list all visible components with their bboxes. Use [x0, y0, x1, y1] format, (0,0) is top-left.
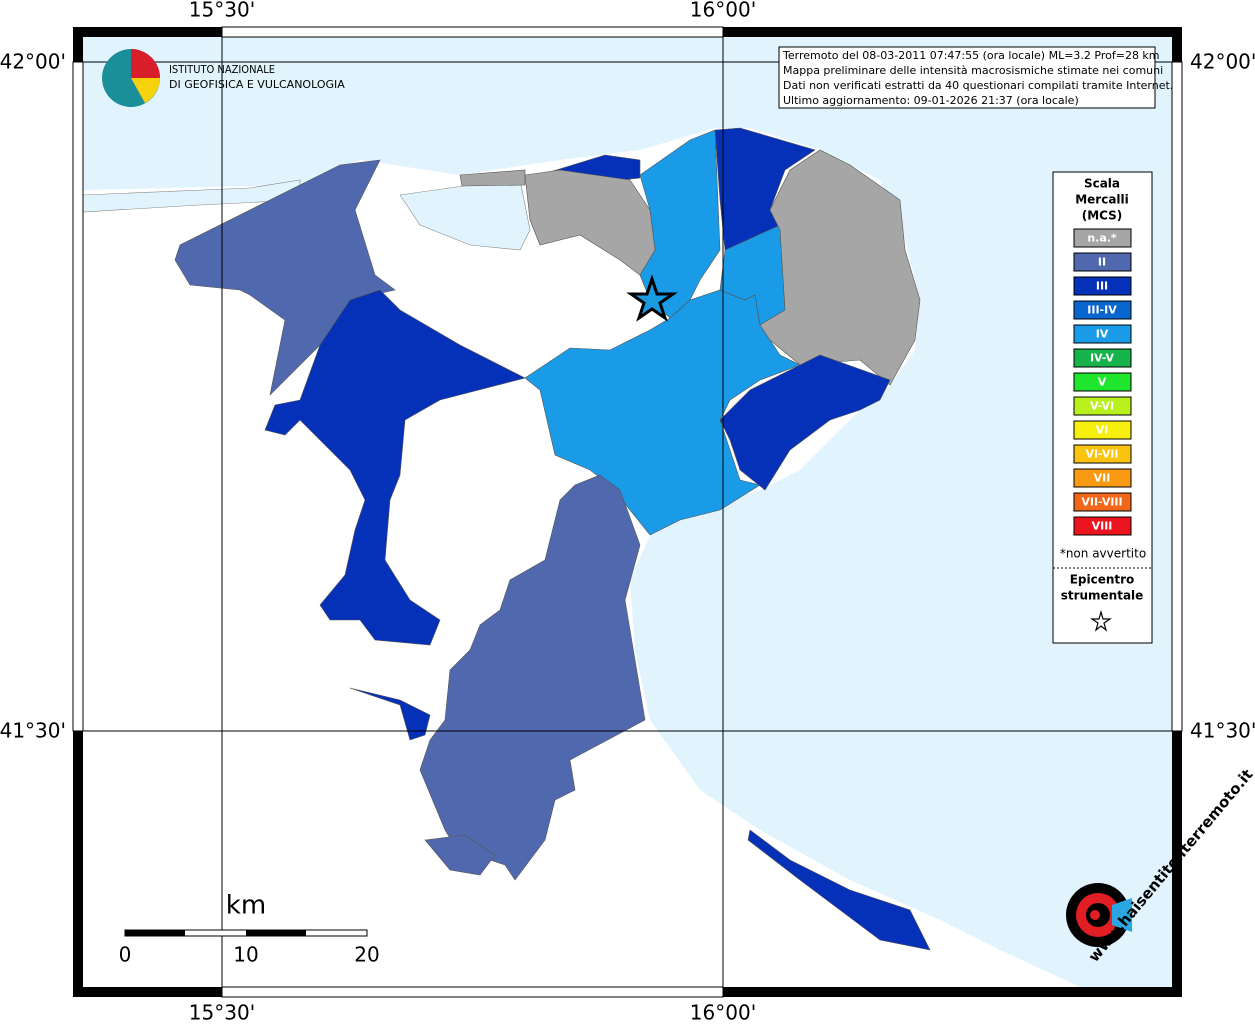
legend-label: VI-VII [1085, 448, 1118, 461]
region [459, 169, 526, 187]
legend-swatch [1073, 228, 1132, 248]
scale-bar: km 0 10 20 [119, 891, 380, 967]
logo-text: ISTITUTO NAZIONALE [169, 63, 275, 76]
scale-tick: 10 [233, 943, 258, 967]
lon-label: 15°30' [189, 1001, 255, 1024]
legend-label: VII-VIII [1081, 496, 1122, 509]
info-line: Terremoto del 08-03-2011 07:47:55 (ora l… [782, 49, 1160, 62]
legend-swatch [1073, 468, 1132, 488]
region [747, 829, 931, 951]
region [349, 687, 431, 741]
legend-label: VII [1094, 472, 1111, 485]
lat-label: 41°30' [0, 719, 66, 743]
region [719, 354, 891, 491]
epicenter-star [626, 274, 678, 322]
region [524, 169, 656, 276]
legend-epicenter: Epicentro [1070, 573, 1135, 587]
legend-swatch [1073, 516, 1132, 536]
info-line: Dati non verificati estratti da 40 quest… [783, 79, 1173, 92]
legend-star [1090, 609, 1112, 632]
legend-label: III [1096, 280, 1108, 293]
legend-items: n.a.*IIIIIIII-IVIVIV-VVV-VIVIVI-VIIVIIVI… [1073, 228, 1132, 536]
ingv-logo: ISTITUTO NAZIONALE DI GEOFISICA E VULCAN… [102, 49, 345, 107]
legend-label: II [1098, 256, 1106, 269]
info-line: Ultimo aggiornamento: 09-01-2026 21:37 (… [783, 94, 1079, 107]
legend-label: n.a.* [1087, 232, 1117, 245]
info-line: Mappa preliminare delle intensità macros… [783, 64, 1163, 77]
legend-label: VIII [1092, 520, 1113, 533]
lat-label: 42°00' [1190, 50, 1255, 74]
legend-epicenter: strumentale [1061, 589, 1144, 603]
legend-title: (MCS) [1082, 209, 1123, 223]
lat-label: 41°30' [1190, 719, 1255, 743]
lat-label: 42°00' [0, 50, 66, 74]
legend-swatch [1073, 444, 1132, 464]
legend-swatch [1073, 492, 1132, 512]
legend-swatch [1073, 420, 1132, 440]
legend-swatch [1073, 372, 1132, 392]
legend-swatch [1073, 324, 1132, 344]
legend-label: V-VI [1090, 400, 1114, 413]
legend-swatch [1073, 396, 1132, 416]
legend-label: III-IV [1087, 304, 1117, 317]
scale-tick: 20 [354, 943, 379, 967]
legend-swatch [1073, 276, 1132, 296]
lon-label: 15°30' [189, 0, 255, 22]
legend-note: *non avvertito [1060, 547, 1146, 561]
region [264, 289, 526, 646]
legend-swatch [1073, 300, 1132, 320]
info-lines: Terremoto del 08-03-2011 07:47:55 (ora l… [782, 49, 1173, 107]
frame [72, 26, 1183, 998]
legend-label: V [1098, 376, 1107, 389]
lon-label: 16°00' [690, 0, 756, 22]
region [759, 149, 921, 386]
region [424, 834, 496, 876]
info-box [778, 46, 1156, 109]
legend-swatch [1073, 348, 1132, 368]
scale-tick: 0 [119, 943, 132, 967]
legend-swatch [1073, 252, 1132, 272]
scale-unit: km [226, 891, 266, 921]
logo-text: DI GEOFISICA E VULCANOLOGIA [169, 78, 345, 91]
legend-label: IV-V [1090, 352, 1115, 365]
legend-label: IV [1096, 328, 1109, 341]
legend-title: Mercalli [1075, 193, 1129, 207]
legend-label: VI [1096, 424, 1109, 437]
legend-title: Scala [1084, 177, 1120, 191]
lon-label: 16°00' [690, 1001, 756, 1024]
